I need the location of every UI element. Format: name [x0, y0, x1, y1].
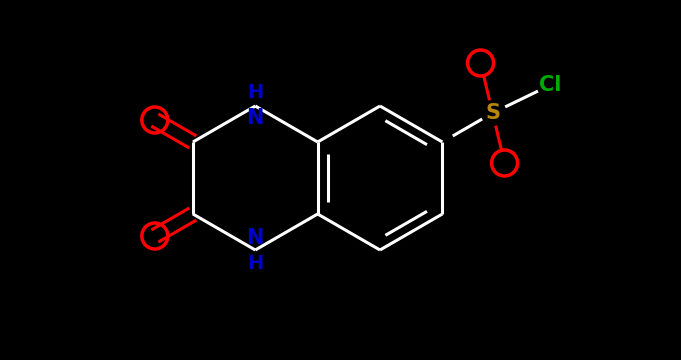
Text: H: H: [247, 254, 264, 273]
Text: N: N: [247, 228, 264, 248]
Text: H: H: [247, 83, 264, 102]
Text: N: N: [247, 108, 264, 128]
Text: S: S: [485, 103, 500, 123]
Text: Cl: Cl: [539, 75, 562, 95]
